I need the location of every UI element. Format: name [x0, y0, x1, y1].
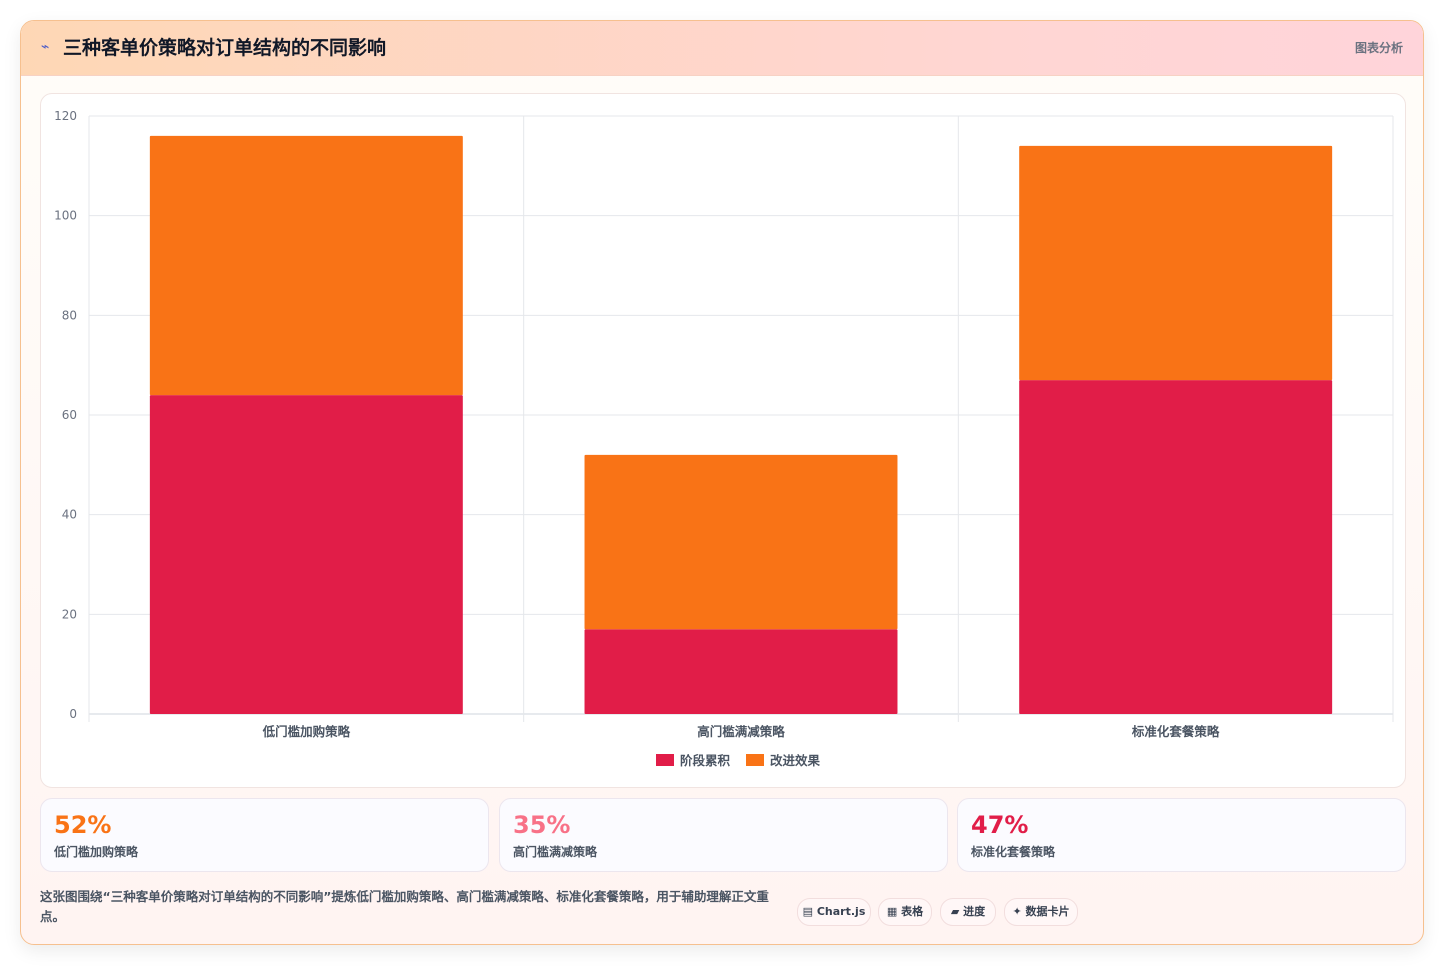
bar-segment: [1019, 380, 1333, 714]
stat-label: 高门槛满减策略: [513, 845, 598, 859]
x-tick-label: 高门槛满减策略: [697, 724, 785, 739]
y-tick-label: 40: [62, 508, 77, 522]
bar-segment: [584, 454, 898, 630]
progress-icon: ▰: [950, 905, 960, 918]
stat-label: 标准化套餐策略: [971, 845, 1056, 859]
legend-swatch: [656, 754, 674, 766]
chip-table[interactable]: ▦ 表格: [878, 898, 932, 926]
bar-segment: [149, 395, 463, 714]
bar-segment: [584, 629, 898, 714]
chart-icon: ▤: [802, 905, 814, 918]
stat-value: 47%: [971, 811, 1029, 839]
legend-label: 阶段累积: [680, 753, 731, 768]
bar-segment: [1019, 145, 1333, 381]
chip-label: 表格: [901, 905, 924, 918]
x-tick-label: 标准化套餐策略: [1131, 724, 1220, 739]
card-title: 三种客单价策略对订单结构的不同影响: [63, 37, 387, 59]
chart-icon: ⌁: [41, 39, 50, 55]
chip-label: Chart.js: [816, 905, 866, 918]
stat-label: 低门槛加购策略: [54, 845, 139, 859]
card-header: ⌁ 三种客单价策略对订单结构的不同影响 图表分析: [21, 21, 1423, 76]
y-tick-label: 100: [54, 209, 77, 223]
chart-panel: 0 20 40 60 80 100 120 低门槛加购策略 高门槛满减策略 标准化套餐策略阶段累积…: [40, 93, 1406, 788]
y-tick-label: 0: [69, 707, 77, 721]
stacked-bar-chart: 0 20 40 60 80 100 120 低门槛加购策略 高门槛满减策略 标准化套餐策略阶段累积…: [54, 109, 1394, 768]
chip-label: 数据卡片: [1025, 905, 1070, 918]
y-tick-label: 20: [62, 607, 77, 621]
y-tick-label: 120: [54, 109, 77, 123]
chip-label: 进度: [963, 905, 986, 918]
chip-chartjs[interactable]: ▤ Chart.js: [797, 898, 871, 926]
table-icon: ▦: [886, 905, 898, 918]
stat-card: 52% 低门槛加购策略: [40, 798, 489, 872]
legend-label: 改进效果: [770, 753, 821, 768]
chart-card: ⌁ 三种客单价策略对订单结构的不同影响 图表分析 0 20 40 60 80 100 120…: [20, 20, 1424, 945]
sparkle-icon: ✦: [1012, 905, 1022, 918]
bar-segment: [149, 135, 463, 396]
chart-description: 这张图围绕“三种客单价策略对订单结构的不同影响”提炼低门槛加购策略、高门槛满减策…: [40, 889, 769, 924]
legend-swatch: [746, 754, 764, 766]
y-tick-label: 80: [62, 308, 77, 322]
stat-card: 47% 标准化套餐策略: [957, 798, 1406, 872]
chip-progress[interactable]: ▰ 进度: [940, 898, 996, 926]
y-tick-label: 60: [62, 408, 77, 422]
x-tick-label: 低门槛加购策略: [262, 724, 351, 739]
stat-card: 35% 高门槛满减策略: [499, 798, 948, 872]
stat-value: 35%: [513, 811, 571, 839]
chart-analysis-link[interactable]: 图表分析: [1354, 41, 1403, 55]
stat-value: 52%: [54, 811, 112, 839]
chip-data-card[interactable]: ✦ 数据卡片: [1004, 898, 1078, 926]
